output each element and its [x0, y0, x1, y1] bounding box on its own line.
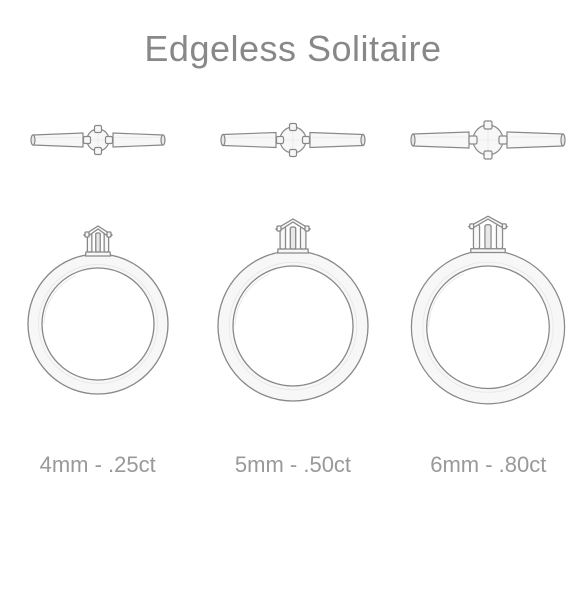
front-view-0	[8, 212, 188, 408]
size-label-0: 4mm - .25ct	[40, 452, 156, 478]
size-label-2: 6mm - .80ct	[430, 452, 546, 478]
top-view-0	[8, 115, 188, 165]
front-view-2	[398, 198, 578, 422]
top-view-1	[203, 115, 383, 165]
size-label-1: 5mm - .50ct	[235, 452, 351, 478]
top-view-2	[398, 115, 578, 165]
front-views-row	[0, 195, 586, 425]
front-view-1	[203, 205, 383, 415]
page-title: Edgeless Solitaire	[0, 28, 586, 70]
labels-row: 4mm - .25ct 5mm - .50ct 6mm - .80ct	[0, 445, 586, 485]
top-views-row	[0, 110, 586, 170]
